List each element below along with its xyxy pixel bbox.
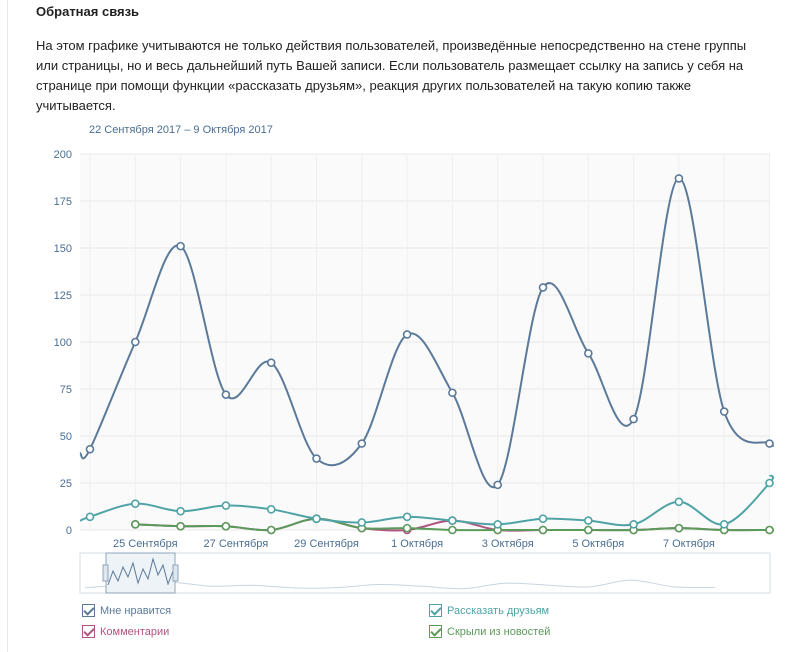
data-point — [402, 512, 412, 522]
x-tick-label: 5 Октября — [572, 538, 624, 550]
navigator-mini-line — [84, 579, 716, 590]
legend-item-comments[interactable]: Комментарии — [82, 625, 169, 638]
data-point — [312, 454, 321, 463]
legend-item-share[interactable]: Рассказать друзьям — [429, 604, 549, 617]
data-point — [583, 348, 593, 358]
data-point — [538, 525, 548, 535]
data-point — [131, 520, 140, 529]
legend-label-likes: Мне нравится — [100, 604, 172, 617]
legend-checkbox-comments[interactable] — [82, 625, 95, 638]
x-tick-label: 1 Октября — [391, 538, 443, 550]
data-point — [719, 407, 729, 416]
legend-checkbox-hidden[interactable] — [429, 625, 442, 638]
y-tick-label: 25 — [60, 478, 72, 490]
navigator-selection — [105, 552, 176, 594]
data-point — [674, 174, 684, 183]
x-tick-label: 7 Октября — [663, 538, 715, 550]
date-range[interactable]: 22 Сентября 2017 – 9 Октября 2017 — [89, 124, 273, 136]
data-point — [629, 520, 638, 529]
data-point — [176, 506, 185, 516]
data-point — [357, 518, 367, 527]
data-point — [674, 497, 684, 507]
x-tick-label: 3 Октября — [482, 538, 534, 550]
data-point — [402, 523, 412, 533]
data-point — [221, 390, 231, 399]
data-point — [629, 414, 638, 424]
data-point — [85, 444, 95, 454]
data-point — [493, 480, 503, 490]
data-point — [765, 439, 774, 448]
data-point — [448, 525, 457, 535]
legend-item-likes[interactable]: Мне нравится — [82, 604, 171, 617]
data-point — [493, 520, 503, 529]
data-point — [176, 521, 185, 531]
data-point — [538, 283, 548, 292]
legend-label-share: Рассказать друзьям — [447, 604, 550, 617]
y-tick-label: 150 — [54, 243, 72, 255]
legend-checkbox-share[interactable] — [429, 604, 442, 617]
data-point — [719, 520, 729, 529]
y-tick-label: 100 — [54, 337, 72, 349]
navigator — [79, 552, 771, 594]
legend-item-hidden[interactable]: Скрыли из новостей — [429, 625, 550, 638]
data-point — [221, 521, 231, 531]
data-point — [266, 358, 276, 367]
navigator-handle-right — [172, 564, 179, 582]
y-tick-label: 50 — [60, 431, 72, 443]
series-line-3 — [135, 517, 774, 532]
y-tick-label: 75 — [60, 384, 72, 396]
data-point — [402, 330, 412, 339]
data-point — [266, 525, 276, 535]
frame-border — [7, 0, 8, 652]
data-point — [266, 505, 276, 514]
data-point — [312, 514, 321, 524]
y-tick-label: 0 — [66, 525, 72, 537]
data-point — [131, 499, 140, 508]
navigator-selection-line — [107, 557, 174, 586]
x-tick-label: 27 Сентября — [204, 538, 269, 550]
data-point — [583, 516, 593, 525]
data-point — [357, 439, 367, 448]
section-title: Обратная связь — [36, 4, 140, 19]
x-tick-label: 29 Сентября — [294, 538, 359, 550]
y-tick-label: 125 — [54, 290, 72, 302]
section-description: На этом графике учитываются не только де… — [36, 38, 747, 113]
data-point — [583, 525, 593, 535]
data-point — [674, 523, 684, 533]
data-point — [765, 478, 774, 488]
data-point — [85, 512, 95, 522]
data-point — [448, 516, 457, 525]
data-point — [131, 337, 140, 347]
data-point — [176, 241, 185, 251]
legend-label-hidden: Скрыли из новостей — [447, 625, 551, 638]
data-point — [221, 501, 231, 510]
y-tick-label: 175 — [54, 196, 72, 208]
x-tick-label: 25 Сентября — [113, 538, 178, 550]
data-point — [765, 525, 774, 535]
data-point — [448, 388, 457, 398]
navigator-handle-left — [102, 564, 109, 582]
y-tick-label: 200 — [54, 149, 72, 161]
data-point — [538, 514, 548, 524]
legend-checkbox-likes[interactable] — [82, 604, 95, 617]
legend-label-comments: Комментарии — [100, 625, 170, 638]
